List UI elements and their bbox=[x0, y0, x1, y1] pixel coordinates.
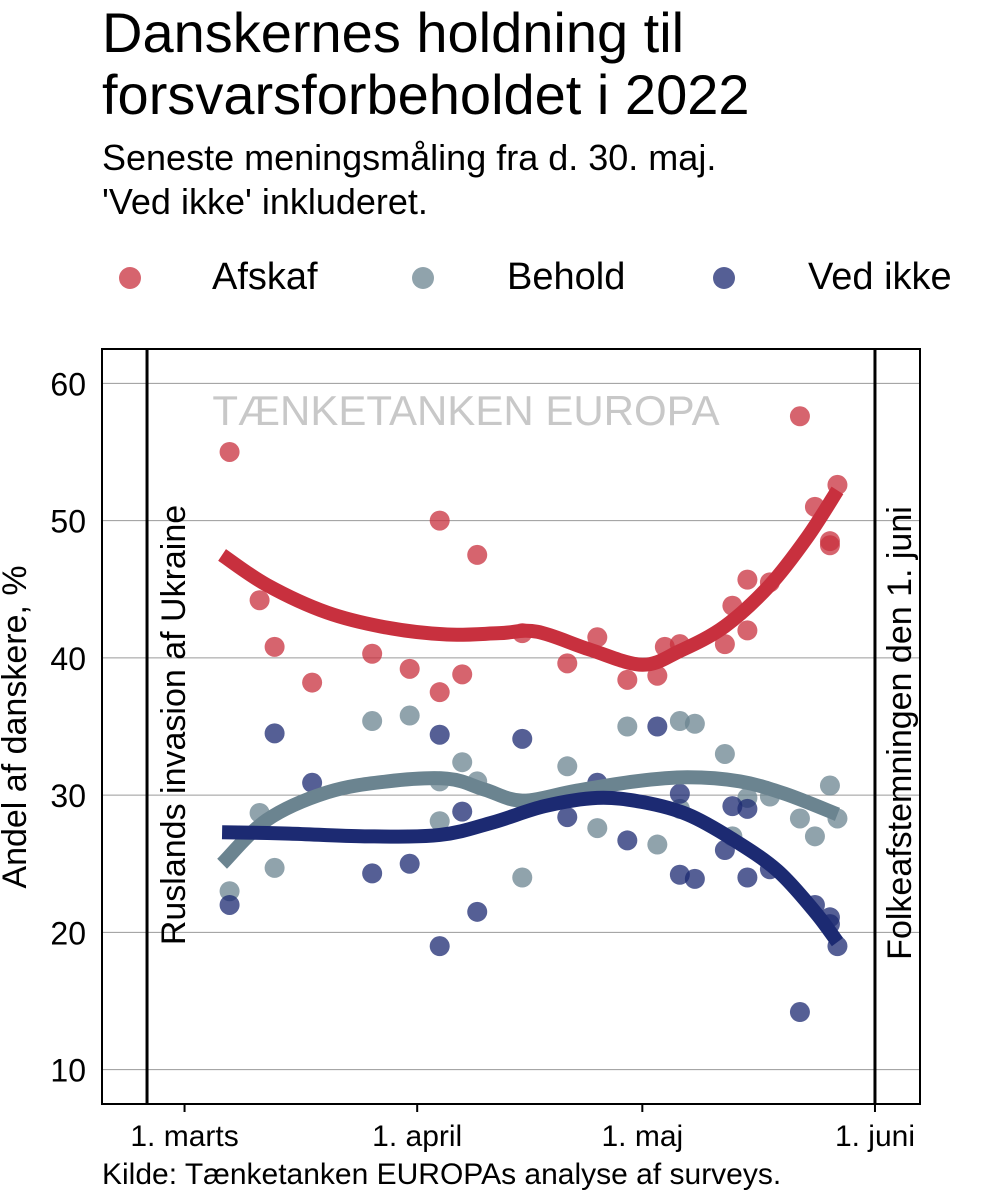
gridlines bbox=[102, 382, 920, 1071]
data-point-afskaf bbox=[452, 664, 473, 685]
data-point-afskaf bbox=[819, 535, 840, 556]
legend-item-afskaf bbox=[119, 248, 141, 308]
behold-marker-icon bbox=[412, 267, 434, 289]
data-point-behold bbox=[684, 713, 705, 734]
data-point-afskaf bbox=[714, 634, 735, 655]
data-point-ved-ikke bbox=[362, 863, 383, 884]
data-point-afskaf bbox=[264, 636, 285, 657]
data-point-behold bbox=[669, 711, 690, 732]
data-point-behold bbox=[557, 756, 578, 777]
subtitle-line-2: 'Ved ikke' inkluderet. bbox=[102, 181, 428, 222]
chart-title: Danskernes holdning til forsvarsforbehol… bbox=[102, 1, 750, 126]
event-lines: Ruslands invasion af Ukraine Folkeafstemn… bbox=[145, 349, 919, 1104]
data-point-behold bbox=[714, 743, 735, 764]
data-point-ved-ikke bbox=[617, 830, 638, 851]
y-tick-label: 30 bbox=[50, 778, 86, 814]
chart-subtitle: Seneste meningsmåling fra d. 30. maj. 'V… bbox=[102, 136, 962, 224]
data-point-behold bbox=[362, 711, 383, 732]
data-point-ved-ikke bbox=[684, 868, 705, 889]
data-point-ved-ikke bbox=[264, 723, 285, 744]
data-point-afskaf bbox=[557, 653, 578, 674]
x-tick-label: 1. maj bbox=[601, 1120, 683, 1153]
data-point-behold bbox=[617, 716, 638, 737]
data-point-ved-ikke bbox=[669, 783, 690, 804]
legend-label-afskaf: Afskaf bbox=[212, 256, 318, 298]
data-point-ved-ikke bbox=[669, 864, 690, 885]
data-point-afskaf bbox=[737, 569, 758, 590]
data-point-ved-ikke bbox=[302, 772, 323, 793]
legend: Afskaf Behold Ved ikke bbox=[0, 248, 982, 308]
data-point-ved-ikke bbox=[647, 716, 668, 737]
event-label: Ruslands invasion af Ukraine bbox=[155, 505, 193, 945]
data-point-behold bbox=[789, 808, 810, 829]
legend-item-ved-ikke bbox=[713, 248, 735, 308]
data-point-ved-ikke bbox=[399, 853, 420, 874]
trend-line-behold bbox=[217, 770, 841, 869]
data-point-afskaf bbox=[399, 658, 420, 679]
data-point-behold bbox=[819, 775, 840, 796]
y-tick-label: 40 bbox=[50, 641, 86, 677]
subtitle-line-1: Seneste meningsmåling fra d. 30. maj. bbox=[102, 137, 717, 178]
data-point-behold bbox=[587, 818, 608, 839]
data-point-behold bbox=[804, 826, 825, 847]
data-point-behold bbox=[429, 811, 450, 832]
plot-frame bbox=[101, 348, 921, 1105]
y-tick-label: 10 bbox=[50, 1053, 86, 1089]
data-point-afskaf bbox=[362, 643, 383, 664]
data-point-behold bbox=[219, 881, 240, 902]
legend-label-behold: Behold bbox=[507, 256, 626, 298]
ved-ikke-marker-icon bbox=[713, 267, 735, 289]
legend-item-behold bbox=[412, 248, 434, 308]
data-point-ved-ikke bbox=[452, 801, 473, 822]
y-tick-label: 20 bbox=[50, 915, 86, 951]
data-points bbox=[219, 406, 848, 1023]
data-point-ved-ikke bbox=[722, 796, 743, 817]
data-point-ved-ikke bbox=[467, 901, 488, 922]
data-point-ved-ikke bbox=[512, 728, 533, 749]
data-point-afskaf bbox=[467, 544, 488, 565]
y-tick-label: 50 bbox=[50, 504, 86, 540]
data-point-ved-ikke bbox=[429, 936, 450, 957]
data-point-behold bbox=[264, 857, 285, 878]
data-point-behold bbox=[452, 752, 473, 773]
trend-line-afskaf bbox=[218, 486, 844, 672]
data-point-afskaf bbox=[587, 627, 608, 648]
event-label: Folkeafstemningen den 1. juni bbox=[881, 506, 919, 960]
data-point-behold bbox=[399, 705, 420, 726]
x-axis: 1. marts 1. april 1. maj 1. juni bbox=[130, 1104, 915, 1153]
source-note: Kilde: Tænketanken EUROPAs analyse af su… bbox=[102, 1158, 782, 1191]
data-point-ved-ikke bbox=[737, 867, 758, 888]
trend-line-ved-ikke bbox=[221, 790, 844, 947]
data-point-ved-ikke bbox=[737, 798, 758, 819]
data-point-afskaf bbox=[429, 510, 450, 531]
data-point-ved-ikke bbox=[429, 724, 450, 745]
data-point-behold bbox=[647, 834, 668, 855]
data-point-ved-ikke bbox=[557, 807, 578, 828]
data-point-afskaf bbox=[302, 672, 323, 693]
y-axis: 10 20 30 40 50 60 bbox=[50, 366, 86, 1088]
data-point-afskaf bbox=[789, 406, 810, 427]
data-point-afskaf bbox=[429, 682, 450, 703]
y-tick-label: 60 bbox=[50, 366, 86, 402]
trend-lines bbox=[217, 486, 844, 947]
data-point-afskaf bbox=[617, 669, 638, 690]
y-axis-label: Andel af danskere, % bbox=[0, 565, 34, 888]
afskaf-marker-icon bbox=[119, 267, 141, 289]
legend-label-ved-ikke: Ved ikke bbox=[808, 256, 952, 298]
data-point-afskaf bbox=[737, 620, 758, 641]
data-point-behold bbox=[512, 867, 533, 888]
x-tick-label: 1. marts bbox=[130, 1120, 238, 1153]
data-point-ved-ikke bbox=[219, 894, 240, 915]
watermark: TÆNKETANKEN EUROPA bbox=[212, 387, 719, 434]
data-point-ved-ikke bbox=[789, 1002, 810, 1023]
x-tick-label: 1. juni bbox=[835, 1120, 915, 1153]
data-point-afskaf bbox=[219, 441, 240, 462]
data-point-afskaf bbox=[249, 590, 270, 611]
x-tick-label: 1. april bbox=[372, 1120, 462, 1153]
